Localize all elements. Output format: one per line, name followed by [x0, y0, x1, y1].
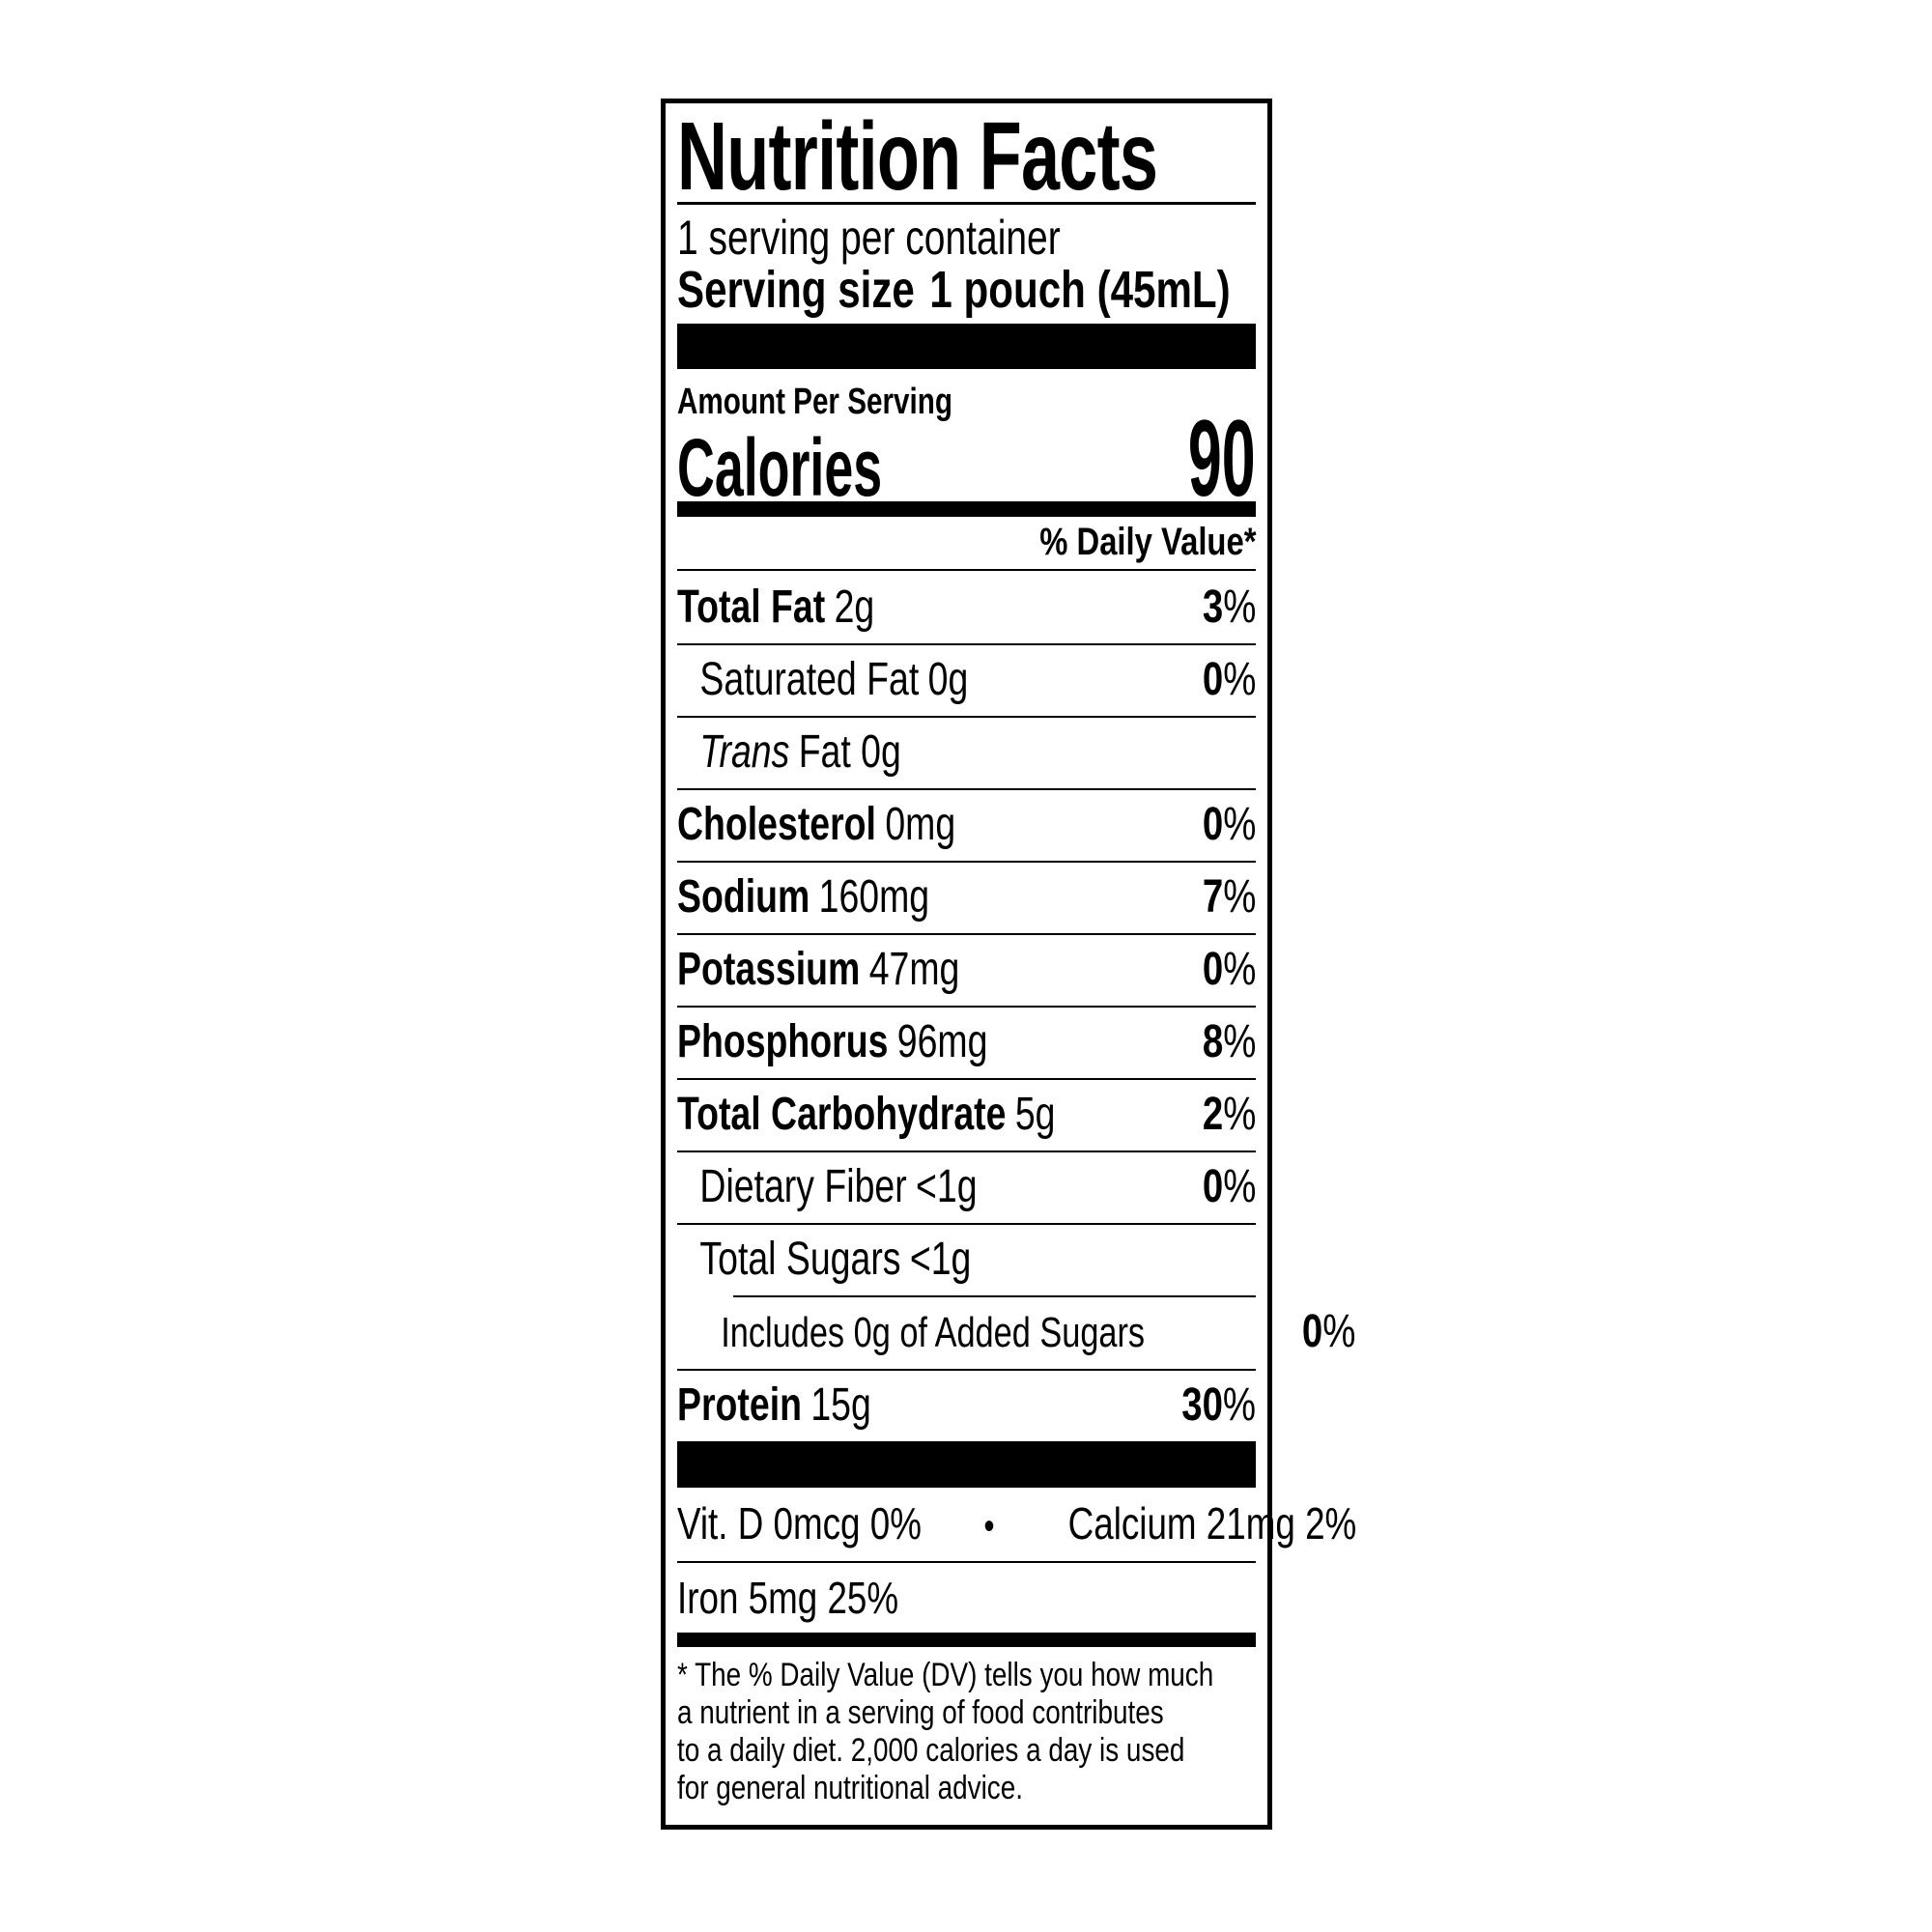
daily-value: 7% — [1202, 871, 1256, 923]
daily-value: 8% — [1202, 1016, 1256, 1067]
nutrient-row-total-fat: Total Fat 2g 3% — [677, 582, 1256, 633]
serving-size-value: 1 pouch (45mL) — [929, 261, 1231, 319]
nutrient-row-protein: Protein 15g 30% — [677, 1369, 1256, 1441]
serving-size-label: Serving size — [677, 261, 915, 319]
calories-label: Calories — [677, 422, 883, 513]
label-title: Nutrition Facts — [677, 102, 1256, 211]
bullet-separator: • — [983, 1505, 995, 1548]
nutrient-row-total-carbohydrate: Total Carbohydrate 5g 2% — [677, 1078, 1256, 1151]
amount-per-serving: Amount Per Serving — [677, 382, 952, 422]
nutrient-row-total-sugars: Total Sugars <1g — [677, 1223, 1256, 1295]
section-bar-footnote — [677, 1633, 1256, 1647]
daily-value: 2% — [1202, 1089, 1256, 1140]
daily-value: 0% — [1202, 799, 1256, 850]
section-bar-calories — [677, 501, 1256, 517]
daily-value: 3% — [1202, 582, 1256, 633]
nutrient-row-saturated-fat: Saturated Fat 0g 0% — [677, 643, 1256, 716]
nutrient-row-sodium: Sodium 160mg 7% — [677, 861, 1256, 933]
calcium-value: Calcium 21mg 2% — [1067, 1498, 1357, 1548]
nutrition-facts-label: Nutrition Facts 1 serving per container … — [661, 99, 1356, 1830]
nutrient-row-phosphorus: Phosphorus 96mg 8% — [677, 1006, 1256, 1078]
nutrient-row-potassium: Potassium 47mg 0% — [677, 933, 1256, 1006]
nutrient-row-added-sugars: Includes 0g of Added Sugars 0% — [677, 1295, 1355, 1369]
daily-value: 30% — [1181, 1379, 1256, 1431]
micronutrients-row: Vit. D 0mcg 0% • Calcium 21mg 2% — [677, 1488, 1356, 1563]
iron-value: Iron 5mg 25% — [677, 1573, 899, 1623]
section-bar-protein — [677, 1441, 1256, 1488]
nutrient-row-trans-fat: Trans Fat 0g — [677, 716, 1256, 788]
daily-value: 0% — [1202, 944, 1256, 995]
servings-per-container: 1 serving per container — [677, 211, 1061, 265]
daily-value-footnote: * The % Daily Value (DV) tells you how m… — [677, 1657, 1214, 1806]
vitamin-d-value: Vit. D 0mcg 0% — [677, 1498, 922, 1548]
daily-value: 0% — [1202, 654, 1256, 705]
nutrient-row-cholesterol: Cholesterol 0mg 0% — [677, 788, 1256, 861]
daily-value-header: % Daily Value* — [677, 517, 1256, 571]
calories-value: 90 — [1188, 398, 1256, 519]
daily-value: 0% — [1301, 1306, 1356, 1357]
serving-size-row: Serving size 1 pouch (45mL) — [677, 263, 1256, 317]
label-title-text: Nutrition Facts — [677, 102, 1158, 211]
section-bar-top — [677, 324, 1256, 369]
calories-row: Calories 90 — [677, 398, 1256, 519]
daily-value: 0% — [1202, 1161, 1256, 1212]
nutrient-row-dietary-fiber: Dietary Fiber <1g 0% — [677, 1151, 1256, 1223]
iron-row: Iron 5mg 25% — [677, 1563, 1256, 1633]
